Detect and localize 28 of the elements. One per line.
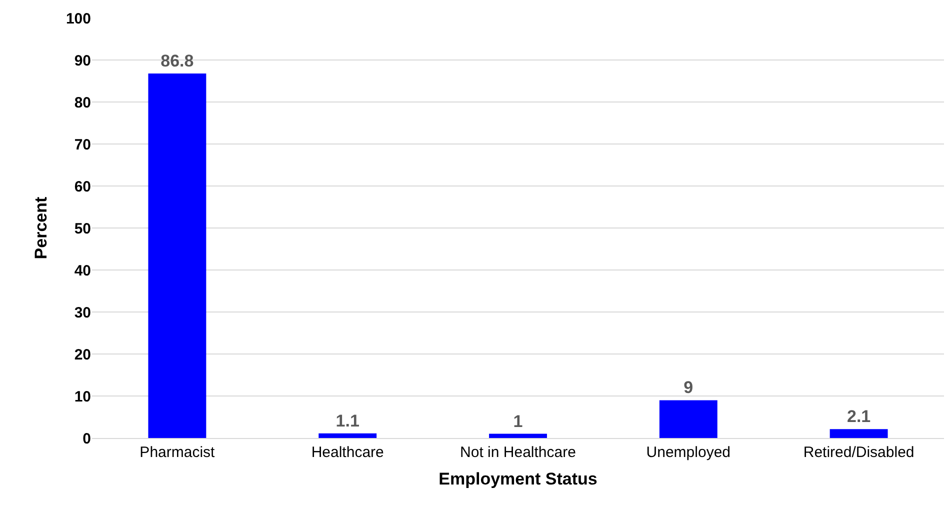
bar	[830, 429, 888, 438]
y-tick-label: 50	[74, 220, 91, 238]
x-tick-label: Retired/Disabled	[803, 444, 914, 461]
data-label: 86.8	[160, 51, 194, 70]
bar	[659, 400, 718, 438]
y-tick-label: 40	[74, 262, 91, 280]
y-tick-label: 80	[74, 94, 91, 112]
data-label: 1	[513, 412, 523, 431]
bar	[148, 73, 206, 438]
y-tick-label: 10	[74, 388, 91, 406]
bar	[318, 433, 377, 438]
data-label: 9	[684, 378, 694, 398]
y-tick-label: 90	[74, 52, 91, 70]
y-axis-title: Percent	[32, 196, 51, 260]
data-label: 2.1	[846, 407, 871, 426]
y-tick-label: 0	[82, 430, 91, 448]
x-tick-label: Unemployed	[646, 444, 731, 461]
y-tick-label: 70	[74, 136, 91, 154]
y-tick-label: 30	[74, 304, 91, 322]
y-tick-label: 100	[66, 10, 91, 28]
x-tick-label: Not in Healthcare	[460, 444, 576, 461]
bar	[489, 434, 547, 438]
y-tick-label: 60	[74, 178, 91, 196]
data-label: 1.1	[336, 411, 360, 430]
y-tick-label: 20	[74, 346, 91, 364]
x-tick-label: Healthcare	[311, 444, 384, 461]
x-tick-label: Pharmacist	[140, 444, 216, 461]
x-axis-title: Employment Status	[438, 469, 598, 488]
